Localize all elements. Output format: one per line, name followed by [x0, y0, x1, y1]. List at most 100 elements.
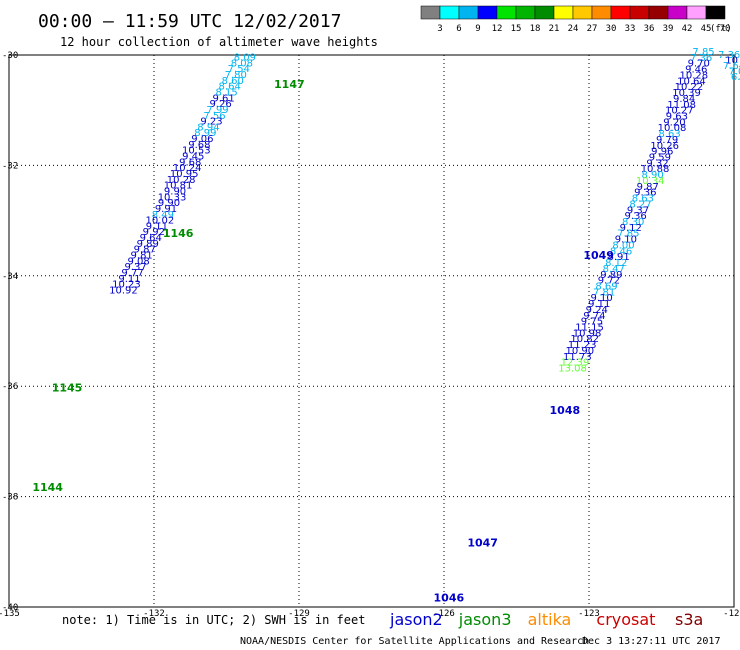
mission-label: jason3	[458, 610, 512, 629]
legend-swatch	[496, 5, 517, 20]
wave-height-value: 9.96	[651, 147, 673, 158]
y-tick-label: -40	[2, 603, 18, 613]
legend-tick-label: 45	[701, 24, 712, 34]
wave-height-value: 10.88	[641, 164, 670, 175]
wave-height-value: 9.90	[164, 186, 186, 197]
wave-height-value: 9.32	[646, 158, 668, 169]
wave-height-value: 9.68	[179, 157, 201, 168]
wave-height-value: 6.5	[731, 72, 740, 83]
wave-height-value: 7.85	[692, 47, 714, 58]
color-legend-ticks: 3 6 9 12 15 18 21 24 27 30 33 36 39 42 45 70	[437, 24, 730, 34]
wave-height-value: 9.75	[581, 317, 603, 328]
legend-tick-label: 27	[587, 24, 598, 34]
wave-height-value: 9.12	[620, 223, 642, 234]
wave-height-value: 9.87	[637, 182, 659, 193]
mission-legend: jason2 jason3 altika cryosat s3a	[389, 610, 703, 629]
wave-height-value: 9.72	[598, 276, 620, 287]
wave-height-value: 9.37	[627, 205, 649, 216]
legend-swatch	[439, 5, 460, 20]
wave-height-value: 9.11	[146, 221, 168, 232]
x-tick-label: -123	[578, 609, 600, 619]
footer-note: note: 1) Time is in UTC; 2) SWH is in fe…	[62, 613, 365, 627]
x-axis-ticks: -135 -132 -129 -126 -123 -120	[0, 609, 740, 619]
x-tick-label: -129	[288, 609, 310, 619]
wave-height-value: 7.54	[228, 64, 250, 75]
wave-height-value: 9.64	[140, 233, 162, 244]
legend-swatch	[705, 5, 726, 20]
wave-height-value: 10.39	[672, 88, 701, 99]
legend-tick-label: 21	[549, 24, 560, 34]
wave-height-value: 9.45	[182, 152, 204, 163]
wave-height-value: 9.87	[134, 245, 156, 256]
wave-height-value: 8.27	[629, 199, 651, 210]
chart-title: 00:00 – 11:59 UTC 12/02/2017	[38, 11, 341, 32]
legend-tick-label: 39	[663, 24, 674, 34]
legend-tick-label: 30	[606, 24, 617, 34]
wave-height-value: 9.79	[656, 135, 678, 146]
wave-height-value: 9.36	[624, 211, 646, 222]
wave-height-value: 10.95	[170, 169, 199, 180]
wave-height-value: 8.30	[622, 217, 644, 228]
pass-time-label: 1046	[434, 591, 465, 604]
wave-height-value: 7.0	[728, 66, 740, 77]
wave-height-value: 9.11	[118, 274, 140, 285]
wave-height-value: 8.09	[234, 53, 256, 64]
wave-height-value: 13.08	[558, 364, 587, 375]
wave-height-value: 10.82	[570, 334, 599, 345]
wave-height-value: 9.68	[188, 140, 210, 151]
wave-height-value: 9.20	[663, 117, 685, 128]
wave-height-value: 9.59	[649, 153, 671, 164]
legend-swatch	[534, 5, 555, 20]
wave-height-value: 10.27	[665, 106, 694, 117]
wave-height-value: 8.64	[219, 82, 241, 93]
wave-height-value: 9.11	[588, 299, 610, 310]
plot-frame	[8, 54, 735, 608]
wave-height-value: 9.63	[666, 111, 688, 122]
wave-height-value: 10.22	[675, 82, 704, 93]
wave-height-value: 8.00	[612, 240, 634, 251]
legend-tick-label: 6	[456, 24, 461, 34]
wave-height-value: 10.98	[573, 328, 602, 339]
legend-swatch	[420, 5, 441, 20]
wave-height-value: 8.47	[603, 264, 625, 275]
wave-height-value: 9.10	[615, 235, 637, 246]
wave-height-value: 10.81	[164, 181, 193, 192]
y-axis-ticks: -30 -32 -34 -36 -38 -40	[2, 51, 18, 613]
wave-height-value: 10.23	[112, 280, 141, 291]
wave-height-value: 9.89	[137, 239, 159, 250]
wave-height-value: 9.61	[212, 93, 234, 104]
wave-height-value: 10.64	[677, 76, 706, 87]
wave-height-value: 9.23	[200, 117, 222, 128]
wave-height-value: 7.81	[593, 287, 615, 298]
pass-time-label: 1049	[583, 249, 614, 262]
wave-height-value: 8.12	[605, 258, 627, 269]
pass-time-label: 1146	[163, 227, 194, 240]
wave-height-value: 11.73	[563, 352, 592, 363]
y-tick-label: -36	[2, 382, 18, 392]
wave-height-value: 9.89	[600, 270, 622, 281]
legend-tick-label: 15	[511, 24, 522, 34]
wave-height-value: 10.53	[182, 146, 211, 157]
wave-height-value: 10	[725, 55, 738, 66]
wave-height-value: 9.84	[673, 94, 695, 105]
wave-height-value: 7	[738, 77, 740, 88]
pass-time-label: 1144	[32, 481, 63, 494]
wave-height-value: 11.08	[667, 100, 696, 111]
wave-height-value: 8.63	[658, 129, 680, 140]
wave-height-value: 8.49	[152, 210, 174, 221]
wave-height-value: 9.70	[688, 59, 710, 70]
mission-label: cryosat	[596, 610, 655, 629]
legend-swatch	[458, 5, 479, 20]
wave-height-value: 8.08	[231, 58, 253, 69]
y-tick-label: -38	[2, 493, 18, 503]
wave-height-labels: 8.098.087.547.808.608.648.159.619.267.99…	[32, 47, 740, 604]
x-tick-label: -135	[0, 609, 20, 619]
wave-height-value: 9.92	[143, 227, 165, 238]
wave-height-value: 9.10	[591, 293, 613, 304]
mission-label: s3a	[675, 610, 703, 629]
wave-height-value: 11.15	[575, 323, 604, 334]
wave-height-value: 9.37	[124, 262, 146, 273]
wave-height-value: 10.28	[680, 70, 709, 81]
color-legend	[420, 5, 726, 20]
